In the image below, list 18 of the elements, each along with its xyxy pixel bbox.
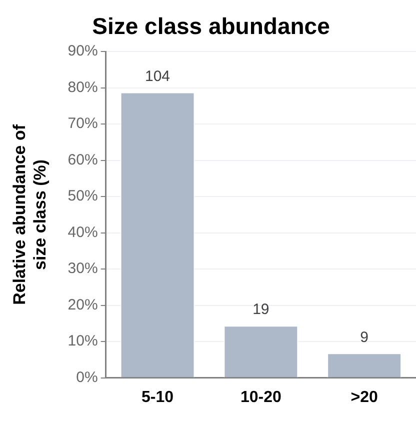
y-tick-label: 80% xyxy=(68,78,98,96)
x-tick-label: >20 xyxy=(350,388,378,406)
y-tick-label: 50% xyxy=(68,188,98,205)
y-tick-label: 60% xyxy=(68,151,98,168)
y-tick-label: 10% xyxy=(68,332,98,350)
y-axis-title: Relative abundance of size class (%) xyxy=(10,124,50,305)
annotation: 9 xyxy=(360,328,368,346)
x-tick-label: 5-10 xyxy=(142,388,174,406)
annotation: 19 xyxy=(252,301,270,318)
annotation: 104 xyxy=(145,68,170,85)
y-tick-label: 0% xyxy=(76,368,98,386)
y-tick-label: 40% xyxy=(68,224,98,241)
y-tick-label: 90% xyxy=(68,42,98,60)
chart-title: Size class abundance xyxy=(92,13,330,40)
y-tick-label: 20% xyxy=(68,296,98,314)
y-tick-label: 30% xyxy=(68,260,98,278)
y-tick-label: 70% xyxy=(68,115,98,132)
x-tick-label: 10-20 xyxy=(240,388,282,406)
